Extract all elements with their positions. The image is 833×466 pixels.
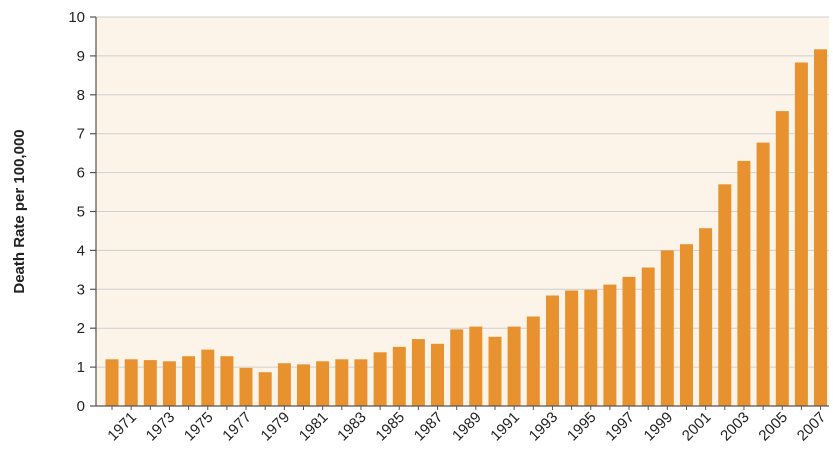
bar-1991 — [507, 326, 521, 406]
y-tick-label: 2 — [77, 320, 85, 337]
bar-1996 — [603, 284, 617, 406]
bar-1975 — [201, 349, 215, 406]
x-tick-label: 1991 — [487, 409, 523, 445]
bar-1999 — [660, 250, 674, 406]
bar-2003 — [737, 160, 751, 406]
x-tick-label: 1977 — [219, 409, 255, 445]
bars — [105, 49, 827, 407]
bar-2002 — [718, 184, 732, 406]
bar-1980 — [297, 364, 310, 406]
y-tick-label: 6 — [77, 165, 85, 182]
x-tick-label: 1973 — [143, 409, 179, 445]
x-tick-label: 2005 — [755, 409, 791, 445]
y-tick-label: 9 — [77, 48, 85, 65]
bar-1981 — [316, 361, 330, 406]
bar-1971 — [124, 359, 138, 406]
y-tick-label: 5 — [77, 204, 85, 221]
bar-1978 — [258, 372, 272, 406]
bar-2001 — [699, 228, 713, 406]
bar-1985 — [392, 346, 406, 406]
x-tick-label: 1987 — [411, 409, 447, 445]
y-tick-labels: 0 1 2 3 4 5 6 7 8 9 10 — [68, 9, 85, 415]
bar-1986 — [411, 339, 425, 406]
bar-1988 — [450, 329, 464, 406]
x-tick-label: 1971 — [104, 409, 140, 445]
bar-1998 — [641, 267, 655, 406]
bar-2005 — [775, 111, 789, 406]
bar-2004 — [756, 142, 770, 406]
bar-1974 — [182, 356, 196, 406]
y-tick-label: 8 — [77, 87, 85, 104]
x-tick-label: 1993 — [526, 409, 562, 445]
x-tick-label: 1983 — [334, 409, 370, 445]
x-tick-label: 1999 — [641, 409, 677, 445]
gridlines — [96, 16, 829, 368]
bar-1995 — [584, 289, 598, 406]
bar-1970 — [105, 359, 119, 406]
x-tick-label: 1979 — [258, 409, 294, 445]
x-tick-label: 1997 — [602, 409, 638, 445]
y-tick-label: 10 — [68, 9, 85, 26]
bar-2000 — [680, 244, 693, 406]
y-axis-title: Death Rate per 100,000 — [11, 129, 28, 293]
x-tick-label: 2007 — [794, 409, 830, 445]
x-tick-label: 1995 — [564, 409, 600, 445]
bar-1977 — [239, 367, 253, 406]
bar-1972 — [143, 360, 157, 406]
bar-1990 — [488, 336, 502, 406]
x-tick-label: 1981 — [296, 409, 332, 445]
bar-1982 — [335, 359, 349, 406]
bar-1973 — [162, 361, 176, 406]
y-tick-label: 7 — [77, 126, 85, 143]
bar-1984 — [373, 352, 387, 406]
bar-1987 — [431, 343, 444, 406]
x-tick-label: 1989 — [449, 409, 485, 445]
x-tick-label: 2003 — [717, 409, 753, 445]
x-tick-label: 1975 — [181, 409, 217, 445]
bar-1983 — [354, 359, 368, 406]
bar-1997 — [622, 276, 636, 406]
y-tick-label: 4 — [77, 242, 85, 259]
x-tick-label: 1985 — [372, 409, 408, 445]
bar-1989 — [469, 326, 483, 406]
axes — [90, 16, 829, 410]
x-tick-labels: 1971 1973 1975 1977 1979 1981 1983 1985 1987 1989… — [104, 409, 829, 445]
bar-1976 — [220, 356, 234, 406]
bar-2007 — [814, 49, 827, 407]
bar-2006 — [794, 62, 808, 406]
y-tick-label: 0 — [77, 398, 85, 415]
bar-1992 — [526, 316, 540, 406]
y-tick-label: 1 — [77, 359, 85, 376]
y-tick-label: 3 — [77, 281, 85, 298]
x-tick-label: 2001 — [679, 409, 715, 445]
bar-1979 — [277, 363, 291, 406]
bar-1993 — [546, 295, 559, 406]
bar-1994 — [565, 290, 579, 406]
